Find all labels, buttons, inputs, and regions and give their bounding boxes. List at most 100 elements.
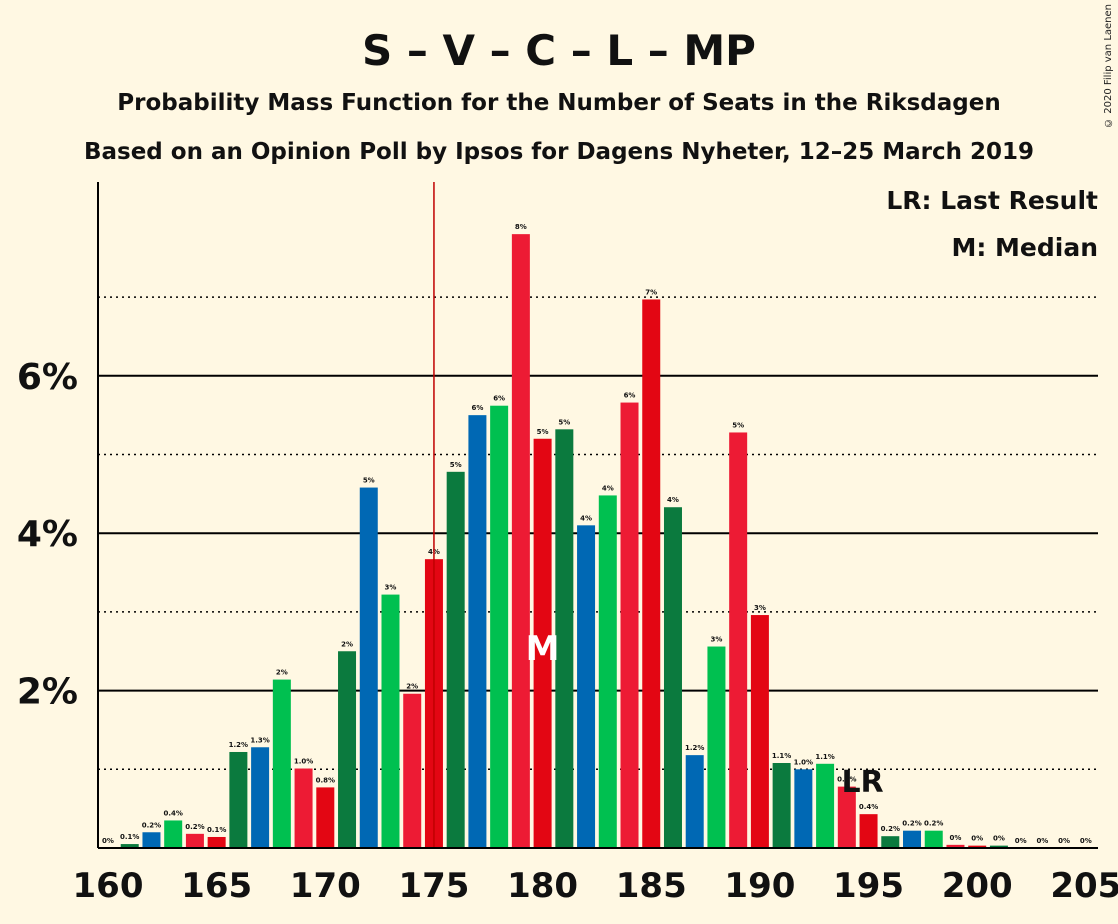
bar [707, 646, 726, 848]
bar-value-label: 0.2% [142, 821, 161, 829]
bar-value-label: 0.4% [859, 803, 878, 811]
bar [185, 833, 204, 848]
bar-value-label: 4% [667, 496, 679, 504]
bar [924, 830, 943, 848]
x-tick-label: 195 [833, 866, 904, 906]
bar [142, 832, 161, 848]
bar-value-label: 1.0% [794, 758, 813, 766]
bar [490, 405, 509, 848]
chart-title: S – V – C – L – MP [362, 26, 756, 75]
bar [316, 787, 335, 848]
bar-value-label: 0% [102, 837, 114, 845]
x-tick-label: 180 [507, 866, 578, 906]
bar [446, 471, 465, 848]
bar [816, 763, 835, 848]
legend-last-result: LR: Last Result [886, 186, 1098, 215]
bar [663, 507, 682, 848]
bar-value-label: 6% [624, 392, 636, 400]
bar [794, 769, 813, 848]
bar-value-label: 5% [363, 477, 375, 485]
bar-value-label: 2% [341, 640, 353, 648]
bar [685, 755, 704, 848]
bar [598, 495, 617, 848]
x-tick-label: 190 [724, 866, 795, 906]
y-tick-label: 4% [17, 514, 78, 555]
y-tick-label: 2% [17, 672, 78, 713]
bar [837, 786, 856, 848]
bar-value-label: 1.1% [815, 753, 834, 761]
bar [251, 747, 270, 848]
chart-subtitle: Probability Mass Function for the Number… [117, 90, 1001, 116]
bar-value-label: 0% [1015, 837, 1027, 845]
bar [207, 836, 226, 848]
bar-value-label: 2% [276, 669, 288, 677]
bar [729, 432, 748, 848]
bar [903, 830, 922, 848]
x-tick-label: 185 [616, 866, 687, 906]
bar [164, 820, 183, 848]
bar [294, 768, 313, 848]
x-tick-label: 170 [290, 866, 361, 906]
bar-value-label: 6% [471, 404, 483, 412]
chart-subtitle-source: Based on an Opinion Poll by Ipsos for Da… [83, 139, 1035, 165]
bar-value-label: 1.2% [229, 741, 248, 749]
bar-value-label: 3% [754, 604, 766, 612]
bar-value-label: 4% [602, 484, 614, 492]
bar [359, 487, 378, 848]
bar-value-label: 0% [1058, 837, 1070, 845]
legend-median: M: Median [951, 233, 1098, 262]
bar-value-label: 5% [537, 428, 549, 436]
bar [272, 679, 291, 848]
bar-value-label: 0% [993, 835, 1005, 843]
bar-value-label: 0.8% [316, 776, 335, 784]
bar-value-label: 3% [710, 636, 722, 644]
bar [620, 402, 639, 848]
bar-value-label: 0.2% [185, 823, 204, 831]
bar-value-label: 0.4% [163, 809, 182, 817]
bar-value-label: 1.3% [250, 736, 269, 744]
bar [229, 751, 248, 848]
x-tick-label: 175 [398, 866, 469, 906]
bar-value-label: 0.1% [120, 833, 139, 841]
bar-value-label: 0% [971, 835, 983, 843]
bar [859, 814, 878, 848]
bar [403, 693, 422, 848]
bar-value-label: 0.1% [207, 826, 226, 834]
bar [772, 763, 791, 848]
bar-value-label: 5% [558, 418, 570, 426]
x-tick-label: 200 [942, 866, 1013, 906]
bar-value-label: 1.2% [685, 744, 704, 752]
y-tick-label: 6% [17, 357, 78, 398]
bar [946, 844, 965, 848]
bar-value-label: 6% [493, 395, 505, 403]
bar-value-label: 0.2% [924, 820, 943, 828]
bar [468, 415, 487, 848]
bar-value-label: 8% [515, 223, 527, 231]
bar-value-label: 1.1% [772, 752, 791, 760]
bar-value-label: 1.0% [294, 758, 313, 766]
bar [750, 615, 769, 848]
bar-value-label: 2% [406, 683, 418, 691]
last-result-label: LR [841, 765, 883, 800]
bar-value-label: 5% [732, 421, 744, 429]
x-tick-label: 205 [1050, 866, 1118, 906]
bar-value-label: 0% [1080, 837, 1092, 845]
bar-value-label: 4% [580, 514, 592, 522]
bar [381, 594, 400, 848]
bar [338, 651, 357, 848]
bar-value-label: 7% [645, 288, 657, 296]
bar [511, 234, 530, 848]
x-tick-label: 160 [73, 866, 144, 906]
bar-value-label: 0.2% [902, 820, 921, 828]
bar [968, 845, 987, 848]
bar-value-label: 0.2% [881, 825, 900, 833]
bar [577, 525, 596, 848]
bar-value-label: 3% [385, 584, 397, 592]
bar-value-label: 0% [950, 834, 962, 842]
bar [642, 299, 661, 848]
bar [881, 836, 900, 848]
median-label: M [526, 629, 560, 669]
bar [989, 845, 1008, 848]
bar [120, 844, 139, 848]
